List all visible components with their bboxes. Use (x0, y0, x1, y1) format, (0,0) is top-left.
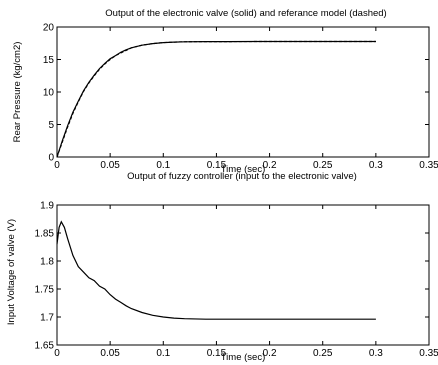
data-lines (56, 220, 376, 320)
x-ticks: 0 0.05 0.1 0.15 0.2 0.25 0.3 0.35 (54, 205, 438, 359)
x-tick-label: 0.25 (313, 348, 333, 359)
x-tick-label: 0.15 (207, 348, 227, 359)
x-tick-label: 0.3 (369, 348, 383, 359)
y-tick-label: 1.85 (35, 229, 55, 240)
x-axis-label: Time (sec) (221, 352, 266, 363)
x-tick-label: 0 (54, 160, 60, 171)
y-tick-label: 1.8 (40, 257, 54, 268)
y-tick-label: 10 (43, 88, 55, 99)
y-axis-label: Rear Pressure (kg/cm2) (12, 42, 23, 143)
y-tick-label: 0 (48, 153, 54, 164)
chart-title: Output of the electronic valve (solid) a… (105, 8, 386, 19)
x-tick-label: 0.1 (156, 348, 170, 359)
x-axis-label: Time (sec) (221, 164, 266, 175)
x-tick-label: 0.35 (419, 348, 438, 359)
y-axis-label: Input Voltage of valve (V) (6, 219, 17, 325)
y-tick-label: 1.7 (40, 313, 54, 324)
y-tick-label: 1.9 (40, 201, 54, 212)
series-line-solid (56, 40, 376, 158)
y-ticks: 1.65 1.7 1.75 1.8 1.85 1.9 (35, 201, 429, 352)
y-tick-label: 20 (43, 23, 55, 34)
y-tick-label: 1.65 (35, 341, 55, 352)
chart-input-voltage: Output of fuzzy controller (input to the… (6, 171, 438, 363)
series-line-dashed (56, 40, 376, 158)
x-tick-label: 0.05 (100, 160, 120, 171)
y-tick-label: 1.75 (35, 285, 55, 296)
x-tick-label: 0.25 (313, 160, 333, 171)
x-tick-label: 0.2 (263, 348, 277, 359)
x-tick-label: 0.05 (100, 348, 120, 359)
plot-frame (56, 26, 430, 158)
series-line-solid (56, 220, 376, 320)
plot-frame (56, 204, 430, 346)
x-tick-label: 0.15 (207, 160, 227, 171)
chart-title: Output of fuzzy controller (input to the… (127, 171, 357, 182)
data-lines (56, 40, 376, 158)
y-ticks: 0 5 10 15 20 (43, 23, 429, 164)
x-tick-label: 0.35 (419, 160, 438, 171)
x-tick-label: 0 (54, 348, 60, 359)
y-tick-label: 5 (48, 120, 54, 131)
chart-rear-pressure: Output of the electronic valve (solid) a… (12, 8, 438, 175)
x-ticks: 0 0.05 0.1 0.15 0.2 0.25 0.3 0.35 (54, 27, 438, 171)
x-tick-label: 0.1 (156, 160, 170, 171)
x-tick-label: 0.2 (263, 160, 277, 171)
y-tick-label: 15 (43, 55, 55, 66)
x-tick-label: 0.3 (369, 160, 383, 171)
